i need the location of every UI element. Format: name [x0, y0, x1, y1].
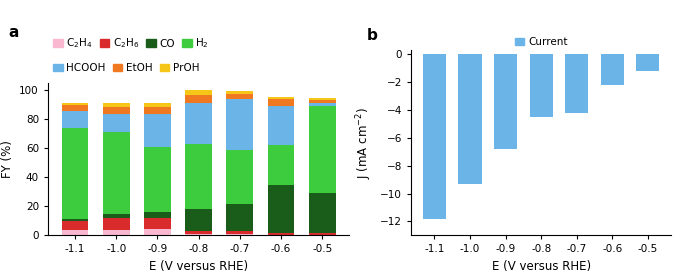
- Bar: [185, 103, 212, 144]
- Bar: [144, 218, 171, 229]
- Legend: Current: Current: [511, 33, 571, 51]
- Bar: [309, 103, 336, 106]
- Bar: [103, 114, 129, 132]
- X-axis label: E (V versus RHE): E (V versus RHE): [149, 260, 248, 273]
- Bar: [227, 204, 253, 231]
- Bar: [103, 230, 129, 235]
- Bar: [227, 150, 253, 204]
- Bar: [423, 54, 446, 219]
- Bar: [144, 147, 171, 212]
- Bar: [185, 209, 212, 231]
- Bar: [144, 103, 171, 107]
- Bar: [309, 106, 336, 193]
- Text: b: b: [366, 28, 377, 43]
- Bar: [268, 233, 295, 235]
- Bar: [268, 97, 295, 99]
- Bar: [144, 212, 171, 218]
- Bar: [530, 54, 553, 117]
- Bar: [601, 54, 624, 85]
- Bar: [227, 94, 253, 99]
- Bar: [309, 193, 336, 233]
- Bar: [227, 99, 253, 150]
- Bar: [565, 54, 588, 113]
- Bar: [636, 54, 660, 71]
- Bar: [62, 219, 88, 221]
- Bar: [62, 128, 88, 219]
- Bar: [62, 221, 88, 230]
- Bar: [309, 233, 336, 235]
- Bar: [227, 231, 253, 234]
- Bar: [227, 91, 253, 94]
- Bar: [309, 100, 336, 103]
- Bar: [62, 103, 88, 105]
- Y-axis label: FY (%): FY (%): [1, 140, 14, 178]
- Legend: HCOOH, EtOH, PrOH: HCOOH, EtOH, PrOH: [53, 63, 199, 73]
- Bar: [103, 107, 129, 114]
- Bar: [227, 234, 253, 235]
- Bar: [62, 230, 88, 235]
- Bar: [103, 132, 129, 214]
- Bar: [185, 144, 212, 209]
- Bar: [103, 103, 129, 107]
- Bar: [144, 107, 171, 114]
- Bar: [185, 231, 212, 234]
- Bar: [268, 106, 295, 145]
- Bar: [185, 234, 212, 235]
- Bar: [103, 214, 129, 218]
- Bar: [268, 99, 295, 106]
- Text: a: a: [9, 25, 19, 40]
- Bar: [103, 218, 129, 230]
- Bar: [268, 185, 295, 233]
- Bar: [185, 90, 212, 96]
- Bar: [62, 111, 88, 128]
- Bar: [309, 98, 336, 100]
- Bar: [494, 54, 517, 149]
- Y-axis label: J (mA cm$^{-2}$): J (mA cm$^{-2}$): [355, 107, 375, 178]
- Bar: [144, 229, 171, 235]
- Bar: [185, 96, 212, 103]
- Bar: [268, 145, 295, 185]
- Bar: [144, 114, 171, 147]
- X-axis label: E (V versus RHE): E (V versus RHE): [492, 260, 590, 273]
- Bar: [62, 105, 88, 111]
- Bar: [458, 54, 482, 184]
